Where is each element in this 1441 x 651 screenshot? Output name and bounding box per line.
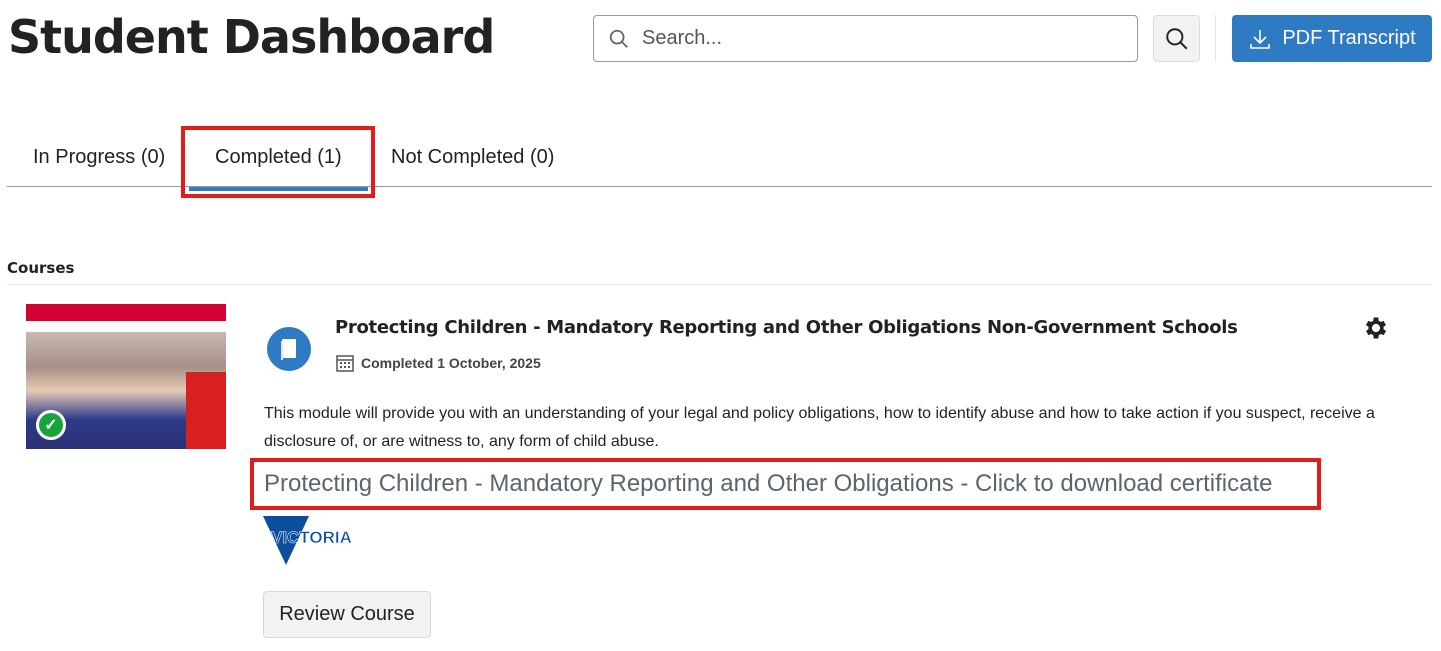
course-description: This module will provide you with an und… <box>264 405 1375 450</box>
completion-status: Completed 1 October, 2025 <box>335 353 541 373</box>
victoria-logo: VICTORIA <box>263 516 355 571</box>
download-icon <box>1250 29 1271 49</box>
pdf-transcript-button[interactable]: PDF Transcript <box>1232 15 1432 62</box>
tab-not-completed[interactable]: Not Completed (0) <box>391 146 555 168</box>
tab-bar: In Progress (0) Completed (1) Not Comple… <box>7 130 1432 191</box>
review-course-button[interactable]: Review Course <box>263 591 431 638</box>
search-icon <box>609 29 628 48</box>
thumbnail-banner <box>26 304 226 321</box>
divider <box>1215 15 1216 62</box>
search-button[interactable] <box>1153 15 1200 62</box>
gear-icon[interactable] <box>1362 314 1390 347</box>
svg-text:VICTORIA: VICTORIA <box>271 528 352 547</box>
search-input[interactable] <box>640 26 1120 51</box>
divider <box>7 284 1432 285</box>
completed-date: Completed 1 October, 2025 <box>361 355 541 371</box>
check-icon: ✓ <box>36 410 66 440</box>
download-certificate-link[interactable]: Protecting Children - Mandatory Reportin… <box>264 470 1273 497</box>
tab-completed[interactable]: Completed (1) <box>189 146 368 191</box>
courses-heading: Courses <box>7 259 75 277</box>
calendar-icon <box>336 355 354 372</box>
search-field[interactable] <box>593 15 1138 62</box>
course-title[interactable]: Protecting Children - Mandatory Reportin… <box>335 317 1238 338</box>
page-title: Student Dashboard <box>8 10 495 64</box>
course-thumbnail[interactable]: ✓ <box>26 304 226 449</box>
tab-in-progress[interactable]: In Progress (0) <box>33 146 166 168</box>
search-icon <box>1165 27 1187 49</box>
pdf-transcript-label: PDF Transcript <box>1282 27 1416 49</box>
book-icon <box>267 327 311 371</box>
